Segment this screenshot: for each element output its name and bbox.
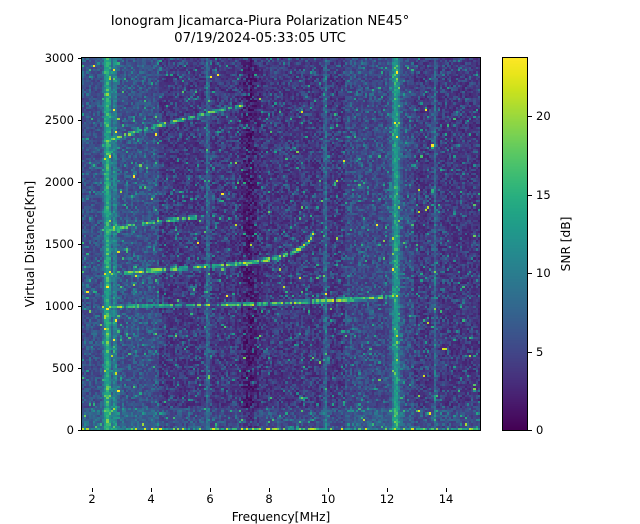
y-tick-mark bbox=[78, 306, 82, 308]
colorbar-label: SNR [dB] bbox=[559, 216, 573, 272]
colorbar-tick-label: 10 bbox=[536, 266, 551, 281]
colorbar-tick-label: 20 bbox=[536, 109, 551, 124]
x-tick-mark bbox=[446, 488, 448, 492]
y-tick-label: 1000 bbox=[44, 299, 74, 313]
colorbar-tick-mark bbox=[528, 430, 532, 432]
x-tick-mark bbox=[328, 488, 330, 492]
y-tick-label: 1500 bbox=[44, 237, 74, 251]
colorbar-gradient bbox=[503, 58, 527, 430]
x-tick-mark bbox=[210, 488, 212, 492]
x-tick-label: 14 bbox=[438, 492, 454, 506]
y-axis-label: Virtual Distance[Km] bbox=[23, 180, 37, 308]
x-tick-mark bbox=[151, 488, 153, 492]
y-tick-mark bbox=[78, 120, 82, 122]
ionogram-heatmap bbox=[82, 58, 480, 430]
colorbar: SNR [dB] 0 5 10 15 20 bbox=[502, 57, 573, 437]
ionogram-plot-area: Virtual Distance[Km] Frequency[MHz] 0 500… bbox=[23, 51, 481, 524]
x-tick-label: 6 bbox=[206, 492, 214, 506]
y-tick-label: 0 bbox=[66, 423, 74, 437]
x-tick-label: 2 bbox=[88, 492, 96, 506]
colorbar-tick-label: 15 bbox=[536, 187, 551, 202]
colorbar-tick-mark bbox=[528, 351, 532, 353]
x-axis-label: Frequency[MHz] bbox=[231, 510, 331, 524]
x-tick-label: 10 bbox=[320, 492, 336, 506]
y-tick-label: 2500 bbox=[44, 113, 74, 127]
x-tick-label: 8 bbox=[265, 492, 273, 506]
x-tick-label: 12 bbox=[379, 492, 395, 506]
y-tick-mark bbox=[78, 430, 82, 432]
y-tick-mark bbox=[78, 368, 82, 370]
y-tick-mark bbox=[78, 244, 82, 246]
x-tick-mark bbox=[92, 488, 94, 492]
y-tick-label: 2000 bbox=[44, 175, 74, 189]
y-tick-mark bbox=[78, 58, 82, 60]
x-tick-mark bbox=[387, 488, 389, 492]
colorbar-tick-mark bbox=[528, 194, 532, 196]
x-tick-mark bbox=[269, 488, 271, 492]
y-tick-mark bbox=[78, 182, 82, 184]
x-tick-label: 4 bbox=[147, 492, 155, 506]
colorbar-tick-label: 0 bbox=[536, 423, 544, 437]
ionogram-figure: Ionogram Jicamarca-Piura Polarization NE… bbox=[23, 14, 573, 524]
colorbar-tick-mark bbox=[528, 273, 532, 275]
colorbar-tick-label: 5 bbox=[536, 344, 544, 359]
y-tick-label: 3000 bbox=[44, 51, 74, 65]
figure-title: Ionogram Jicamarca-Piura Polarization NE… bbox=[110, 14, 410, 46]
y-tick-label: 500 bbox=[52, 361, 74, 375]
colorbar-tick-mark bbox=[528, 116, 532, 118]
